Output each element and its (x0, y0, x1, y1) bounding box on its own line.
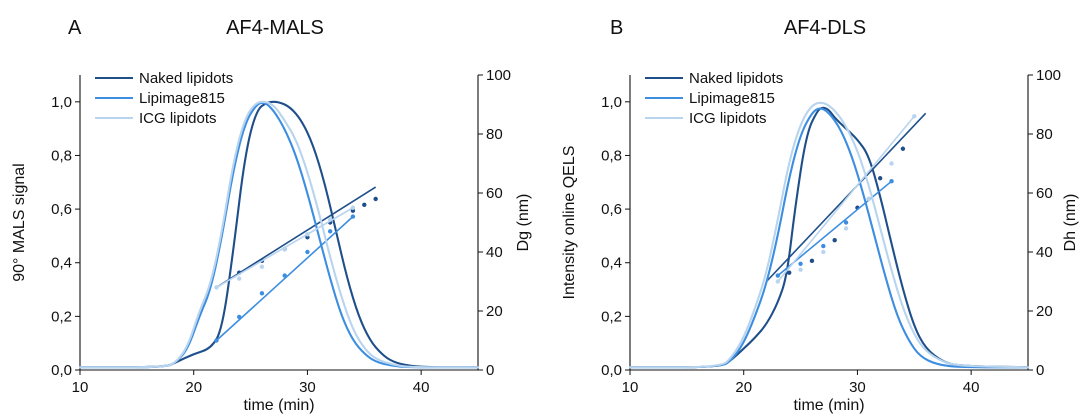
size-point-2 (912, 114, 917, 119)
y2-tick-label: 40 (1036, 244, 1053, 261)
size-point-1 (350, 214, 356, 219)
series-curve-2 (628, 101, 1030, 369)
size-fit-line-2 (777, 115, 915, 283)
size-point-1 (775, 273, 781, 278)
y2-tick-label: 100 (486, 67, 511, 84)
y2-tick-label: 80 (1036, 126, 1053, 143)
x-tick-label: 10 (622, 379, 639, 396)
y-tick-label: 1,0 (601, 94, 622, 111)
panel-letter: B (610, 17, 623, 39)
size-point-0 (832, 238, 837, 243)
x-tick-label: 10 (72, 379, 89, 396)
x-tick-label: 20 (185, 379, 202, 396)
y-tick-label: 0,0 (51, 362, 72, 379)
size-point-1 (305, 249, 310, 255)
y2-tick-label: 0 (1036, 362, 1044, 379)
size-fit-line-0 (765, 112, 927, 283)
y2-tick-label: 20 (1036, 303, 1053, 320)
size-point-0 (877, 176, 883, 181)
y2-axis-label: Dh (nm) (1062, 194, 1079, 252)
size-point-1 (821, 243, 826, 249)
chart-panel-b: B AF4-DLS 10 20 30 40 0,0 0,2 0,4 0,6 0,8 1,0 0 20 40 6… (561, 17, 1079, 414)
y-tick-label: 0,2 (601, 308, 622, 325)
series-curve-1 (628, 107, 1030, 369)
y-tick-label: 0,8 (601, 147, 622, 164)
size-point-2 (237, 276, 242, 281)
y2-tick-label: 60 (1036, 185, 1053, 202)
x-tick-label: 40 (413, 379, 430, 396)
y-tick-label: 0,2 (51, 308, 72, 325)
size-point-0 (900, 146, 906, 151)
size-point-2 (889, 161, 894, 166)
y-axis-label: Intensity online QELS (561, 146, 578, 300)
series-curve-1 (78, 101, 480, 369)
size-point-0 (787, 270, 792, 275)
size-point-2 (282, 246, 287, 252)
size-point-2 (843, 226, 849, 231)
y-tick-label: 0,4 (51, 255, 72, 272)
legend-label-1: Lipimage815 (689, 90, 775, 107)
size-point-2 (214, 285, 219, 290)
y2-axis-label: Dg (nm) (515, 194, 532, 252)
y-tick-label: 0,8 (51, 147, 72, 164)
size-point-2 (866, 196, 871, 202)
y-tick-label: 1,0 (51, 94, 72, 111)
chart-title: AF4-MALS (226, 17, 324, 39)
x-tick-label: 20 (735, 379, 752, 396)
y-axis-label: 90° MALS signal (11, 163, 28, 281)
size-point-0 (373, 196, 378, 202)
y2-tick-label: 20 (486, 303, 503, 320)
series-curve-0 (628, 106, 1030, 369)
y2-tick-label: 0 (486, 362, 494, 379)
y2-tick-label: 60 (486, 185, 503, 202)
chart-title: AF4-DLS (784, 17, 866, 39)
x-axis-label: time (min) (243, 397, 314, 414)
size-point-2 (775, 279, 781, 284)
size-point-2 (305, 232, 310, 237)
panel-letter: A (68, 17, 82, 39)
legend-label-2: ICG lipidots (689, 110, 767, 127)
x-tick-label: 30 (849, 379, 866, 396)
size-point-1 (282, 273, 287, 278)
size-point-0 (362, 202, 367, 207)
size-point-2 (327, 217, 333, 222)
legend-label-0: Naked lipidots (689, 70, 783, 87)
size-point-1 (798, 261, 803, 266)
size-fit-line-1 (215, 216, 354, 342)
size-point-2 (821, 249, 826, 255)
y-tick-label: 0,6 (51, 201, 72, 218)
series-curve-0 (78, 100, 480, 369)
x-axis-label: time (min) (793, 397, 864, 414)
size-point-1 (327, 229, 333, 234)
x-tick-label: 40 (963, 379, 980, 396)
y-tick-label: 0,4 (601, 255, 622, 272)
size-point-1 (843, 220, 849, 225)
size-point-0 (809, 258, 815, 264)
size-point-2 (798, 267, 803, 272)
size-fit-line-0 (216, 186, 377, 289)
size-point-1 (237, 314, 242, 320)
chart-panel-a: A AF4-MALS 10 20 30 40 0,0 0,2 0,4 0,6 0,8 1,0 0 20 40… (11, 17, 532, 414)
y-tick-label: 0,0 (601, 362, 622, 379)
size-point-1 (214, 338, 219, 343)
y2-tick-label: 100 (1036, 67, 1061, 84)
legend-label-0: Naked lipidots (139, 70, 233, 87)
y2-tick-label: 40 (486, 244, 503, 261)
legend-label-2: ICG lipidots (139, 110, 217, 127)
legend-label-1: Lipimage815 (139, 90, 225, 107)
series-curve-2 (78, 100, 480, 369)
size-point-2 (350, 205, 356, 210)
size-point-1 (889, 179, 894, 184)
x-tick-label: 30 (299, 379, 316, 396)
y-tick-label: 0,6 (601, 201, 622, 218)
size-point-2 (259, 264, 265, 269)
y2-tick-label: 80 (486, 126, 503, 143)
size-point-1 (259, 291, 265, 296)
